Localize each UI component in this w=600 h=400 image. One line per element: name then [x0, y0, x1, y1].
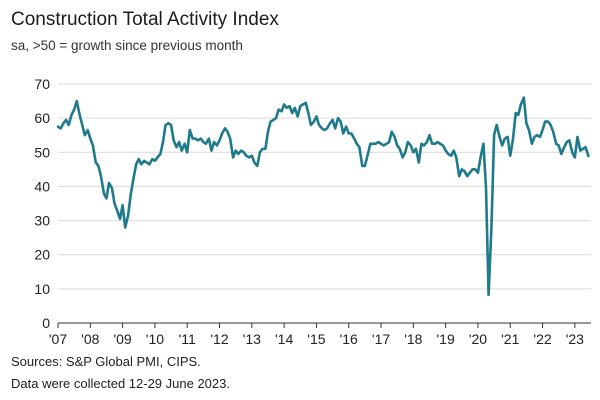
x-tick-label: '13 — [243, 331, 261, 347]
x-tick-label: '16 — [340, 331, 358, 347]
x-tick-label: '12 — [210, 331, 228, 347]
y-tick-label: 60 — [34, 110, 50, 126]
x-tick-label: '19 — [437, 331, 455, 347]
y-tick-label: 50 — [34, 144, 50, 160]
y-tick-label: 70 — [34, 76, 50, 92]
gridlines — [58, 83, 591, 290]
x-tick-label: '11 — [179, 331, 196, 347]
y-tick-label: 0 — [42, 315, 50, 331]
x-tick-label: '18 — [404, 331, 422, 347]
x-tick-label: '09 — [113, 331, 131, 347]
y-tick-label: 30 — [34, 213, 50, 229]
x-tick-label: '14 — [275, 331, 293, 347]
series-line-0 — [56, 96, 590, 297]
chart-subtitle: sa, >50 = growth since previous month — [11, 38, 243, 53]
x-tick-label: '08 — [81, 331, 99, 347]
x-tick-label: '15 — [307, 331, 325, 347]
x-axis-ticks: '07 '08 '09 '10 '11 '12 '13 '14 '15 '16 '17 '18 '19 '… — [49, 323, 584, 347]
x-tick-label: '22 — [533, 331, 551, 347]
x-tick-label: '07 — [49, 331, 67, 347]
x-tick-label: '10 — [146, 331, 164, 347]
y-tick-label: 20 — [34, 247, 50, 263]
x-tick-label: '20 — [469, 331, 487, 347]
y-axis-ticks: 0 10 20 30 40 50 60 70 — [34, 76, 50, 331]
data-collection-note: Data were collected 12-29 June 2023. — [11, 376, 230, 391]
y-tick-label: 10 — [34, 281, 50, 297]
chart-title: Construction Total Activity Index — [11, 9, 279, 30]
series-group — [56, 96, 590, 297]
x-tick-label: '23 — [566, 331, 584, 347]
x-tick-label: '17 — [372, 331, 390, 347]
sources-note: Sources: S&P Global PMI, CIPS. — [11, 354, 201, 369]
x-tick-label: '21 — [501, 331, 519, 347]
y-tick-label: 40 — [34, 178, 50, 194]
